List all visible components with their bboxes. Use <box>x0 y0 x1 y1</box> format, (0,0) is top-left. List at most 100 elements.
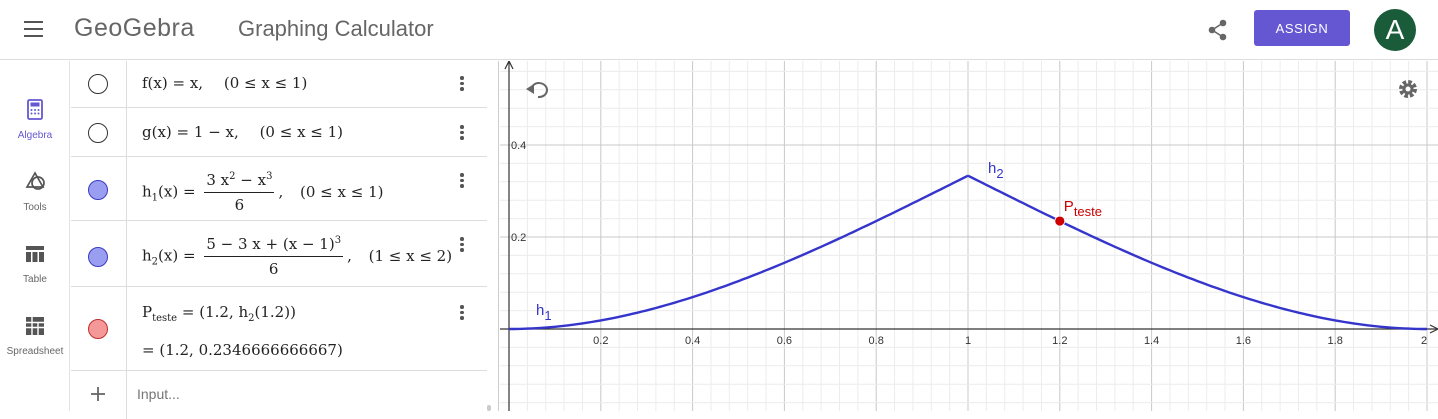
g-domain: (0 ≤ x ≤ 1) <box>259 123 344 141</box>
equals-sign: = <box>183 246 201 265</box>
g-lhs: g(x) <box>142 123 172 141</box>
p-definition-end: (1.2)) <box>254 303 296 321</box>
h2-numerator: 5 − 3 x + (x − 1)3 <box>204 235 344 257</box>
graphics-view[interactable]: 0.2 0.4 0.6 0.8 1 1.2 1.4 1.6 1.8 2 0.2 0.4 h1 h2 Ptes… <box>500 61 1438 411</box>
f-domain: (0 ≤ x ≤ 1) <box>223 74 308 92</box>
f-rhs: x, <box>189 74 204 92</box>
h2-name: h <box>142 246 152 265</box>
app-title: Graphing Calculator <box>238 16 434 41</box>
rail-label-tools: Tools <box>23 202 47 213</box>
h1-num-a: 3 x <box>206 171 230 189</box>
calculator-icon <box>27 99 43 120</box>
visibility-toggle-p[interactable] <box>88 319 108 339</box>
rail-label-algebra: Algebra <box>17 130 53 141</box>
scrollbar[interactable] <box>487 405 491 411</box>
rail-item-spreadsheet[interactable]: Spreadsheet <box>0 315 70 375</box>
undo-icon[interactable] <box>524 77 552 101</box>
equals-sign: = <box>176 123 194 141</box>
more-options-icon[interactable] <box>457 74 467 94</box>
expression-g[interactable]: g(x) = 1 − x, (0 ≤ x ≤ 1) <box>142 123 343 141</box>
x-tick-label: 1.6 <box>1236 335 1251 347</box>
rail-label-spreadsheet: Spreadsheet <box>6 346 64 357</box>
x-tick-label: 0.8 <box>869 335 884 347</box>
h2-fraction: 5 − 3 x + (x − 1)3 6 <box>204 235 344 278</box>
rail-item-tools[interactable]: Tools <box>0 171 70 231</box>
algebra-row-f[interactable]: f(x) = x, (0 ≤ x ≤ 1) <box>71 61 487 108</box>
curve-h2 <box>967 174 1427 331</box>
expression-p[interactable]: Pteste = (1.2, h2(1.2)) <box>142 303 296 324</box>
algebra-row-p[interactable]: Pteste = (1.2, h2(1.2)) = (1.2, 0.234666… <box>71 287 487 371</box>
y-tick-label: 0.2 <box>511 232 526 244</box>
expression-f[interactable]: f(x) = x, (0 ≤ x ≤ 1) <box>142 74 307 92</box>
visibility-toggle-h2[interactable] <box>88 247 108 267</box>
share-icon[interactable] <box>1203 15 1233 45</box>
equals-sign: = <box>183 182 201 201</box>
label-h1-subscript: 1 <box>544 308 551 323</box>
algebra-row-h1[interactable]: h1(x) = 3 x2 − x3 6 , (0 ≤ x ≤ 1) <box>71 157 487 221</box>
y-axis-arrow <box>504 61 514 70</box>
row-gutter <box>71 221 127 286</box>
x-tick-label: 0.6 <box>777 335 792 347</box>
f-lhs: f(x) <box>142 74 168 92</box>
table-icon <box>26 246 44 262</box>
algebra-input[interactable] <box>137 382 437 406</box>
h1-domain: (0 ≤ x ≤ 1) <box>300 182 384 201</box>
algebra-input-row[interactable] <box>71 371 487 419</box>
row-gutter <box>71 287 127 370</box>
expression-h1[interactable]: h1(x) = 3 x2 − x3 6 , (0 ≤ x ≤ 1) <box>142 171 384 214</box>
shapes-icon <box>25 171 45 190</box>
app-header: GeoGebra Graphing Calculator ASSIGN A <box>0 0 1438 60</box>
h1-subscript: 1 <box>151 192 159 204</box>
rail-item-algebra[interactable]: Algebra <box>0 99 70 159</box>
visibility-toggle-h1[interactable] <box>88 180 108 200</box>
y-tick-label: 0.4 <box>511 140 526 152</box>
label-h2-subscript: 2 <box>996 166 1003 181</box>
label-p-teste-subscript: teste <box>1074 204 1102 219</box>
algebra-row-g[interactable]: g(x) = 1 − x, (0 ≤ x ≤ 1) <box>71 108 487 157</box>
h1-numerator: 3 x2 − x3 <box>204 171 275 193</box>
x-tick-label: 2 <box>1421 335 1427 347</box>
x-tick-label: 1 <box>965 335 971 347</box>
geogebra-logo: GeoGebra <box>74 14 195 42</box>
point-p-teste <box>1054 215 1066 227</box>
x-tick-label: 1.4 <box>1144 335 1159 347</box>
h1-fraction: 3 x2 − x3 6 <box>204 171 275 214</box>
row-gutter <box>71 157 127 220</box>
h2-num-a: 5 − 3 x + (x − 1) <box>206 235 335 253</box>
gear-icon[interactable] <box>1396 77 1420 101</box>
x-tick-label: 1.2 <box>1052 335 1067 347</box>
x-axis-arrow <box>1429 324 1438 334</box>
more-options-icon[interactable] <box>457 171 467 191</box>
expression-h2[interactable]: h2(x) = 5 − 3 x + (x − 1)3 6 , (1 ≤ x ≤ … <box>142 235 453 278</box>
equals-sign: = <box>172 74 190 92</box>
plus-icon[interactable] <box>89 385 107 403</box>
p-def-subscript: 2 <box>248 313 255 324</box>
p-definition: (1.2, h <box>199 303 249 321</box>
h2-arg: (x) <box>158 246 179 265</box>
x-tick-label: 0.4 <box>685 335 700 347</box>
avatar[interactable]: A <box>1374 9 1416 51</box>
g-rhs: 1 − x, <box>193 123 239 141</box>
algebra-panel: f(x) = x, (0 ≤ x ≤ 1) g(x) = 1 − x, (0 ≤… <box>71 61 499 419</box>
h1-num-a-exp: 2 <box>229 171 236 182</box>
visibility-toggle-f[interactable] <box>88 74 108 94</box>
h1-arg: (x) <box>158 182 179 201</box>
h2-num-a-exp: 3 <box>334 235 342 246</box>
h2-denominator: 6 <box>268 260 279 278</box>
more-options-icon[interactable] <box>457 235 467 255</box>
graph-canvas[interactable]: 0.2 0.4 0.6 0.8 1 1.2 1.4 1.6 1.8 2 0.2 0.4 h1 h2 Ptes… <box>500 61 1438 411</box>
label-h1: h1 <box>536 302 552 323</box>
label-h2: h2 <box>988 160 1004 181</box>
visibility-toggle-g[interactable] <box>88 123 108 143</box>
more-options-icon[interactable] <box>457 123 467 143</box>
p-subscript: teste <box>152 313 178 324</box>
more-options-icon[interactable] <box>457 303 467 323</box>
row-gutter <box>71 371 127 419</box>
rail-item-table[interactable]: Table <box>0 243 70 303</box>
spreadsheet-icon <box>26 317 44 335</box>
menu-icon[interactable] <box>18 17 48 41</box>
h2-subscript: 2 <box>151 256 159 268</box>
assign-button[interactable]: ASSIGN <box>1254 10 1350 46</box>
curve-h1 <box>509 174 969 331</box>
algebra-row-h2[interactable]: h2(x) = 5 − 3 x + (x − 1)3 6 , (1 ≤ x ≤ … <box>71 221 487 287</box>
